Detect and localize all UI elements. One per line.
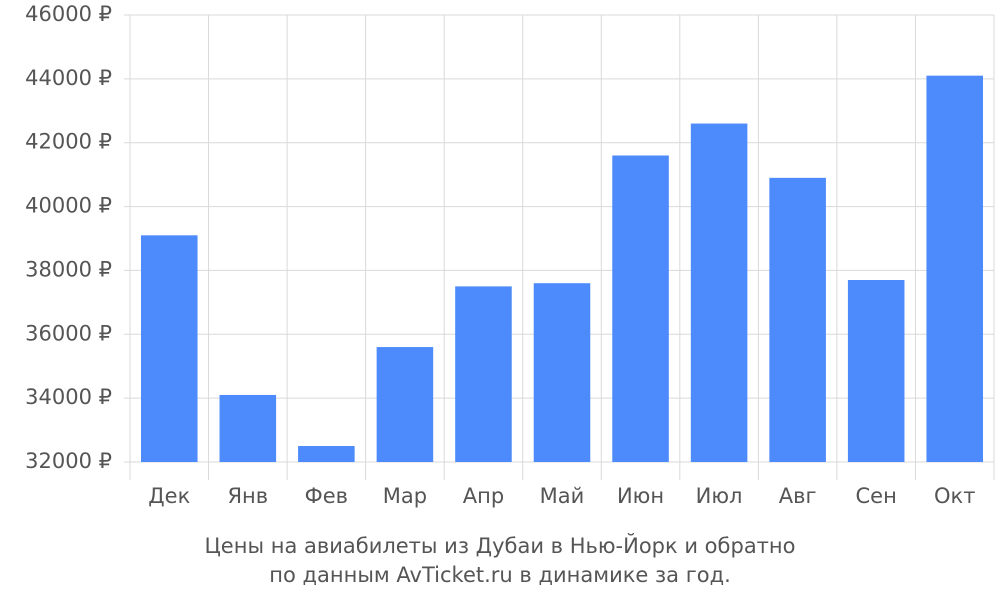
bar bbox=[533, 283, 591, 462]
bar bbox=[769, 177, 826, 463]
y-tick-label: 44000 ₽ bbox=[25, 66, 112, 90]
bar bbox=[376, 347, 434, 462]
bar bbox=[612, 155, 669, 462]
bar bbox=[140, 235, 198, 462]
chart-caption: по данным AvTicket.ru в динамике за год. bbox=[269, 563, 731, 587]
bar bbox=[690, 123, 748, 463]
x-tick-label: Окт bbox=[934, 484, 975, 508]
y-tick-label: 34000 ₽ bbox=[25, 385, 112, 409]
bar bbox=[926, 75, 984, 463]
y-tick-label: 32000 ₽ bbox=[25, 449, 112, 473]
x-tick-label: Июл bbox=[696, 484, 743, 508]
chart-caption: Цены на авиабилеты из Дубаи в Нью-Йорк и… bbox=[205, 533, 796, 558]
y-tick-label: 36000 ₽ bbox=[25, 321, 112, 345]
x-tick-label: Фев bbox=[305, 484, 348, 508]
bar bbox=[455, 286, 512, 462]
y-tick-label: 42000 ₽ bbox=[25, 130, 112, 154]
y-tick-label: 40000 ₽ bbox=[25, 194, 112, 218]
x-tick-label: Сен bbox=[856, 484, 897, 508]
bar bbox=[847, 280, 905, 462]
x-tick-label: Апр bbox=[463, 484, 504, 508]
x-tick-label: Май bbox=[540, 484, 585, 508]
x-tick-label: Июн bbox=[617, 484, 664, 508]
x-tick-label: Дек bbox=[148, 484, 190, 508]
x-tick-label: Янв bbox=[227, 484, 268, 508]
x-tick-label: Мар bbox=[383, 484, 427, 508]
y-tick-label: 38000 ₽ bbox=[25, 257, 112, 281]
bar bbox=[298, 446, 355, 462]
x-tick-label: Авг bbox=[779, 484, 817, 508]
y-tick-label: 46000 ₽ bbox=[25, 2, 112, 26]
bar bbox=[219, 394, 277, 462]
